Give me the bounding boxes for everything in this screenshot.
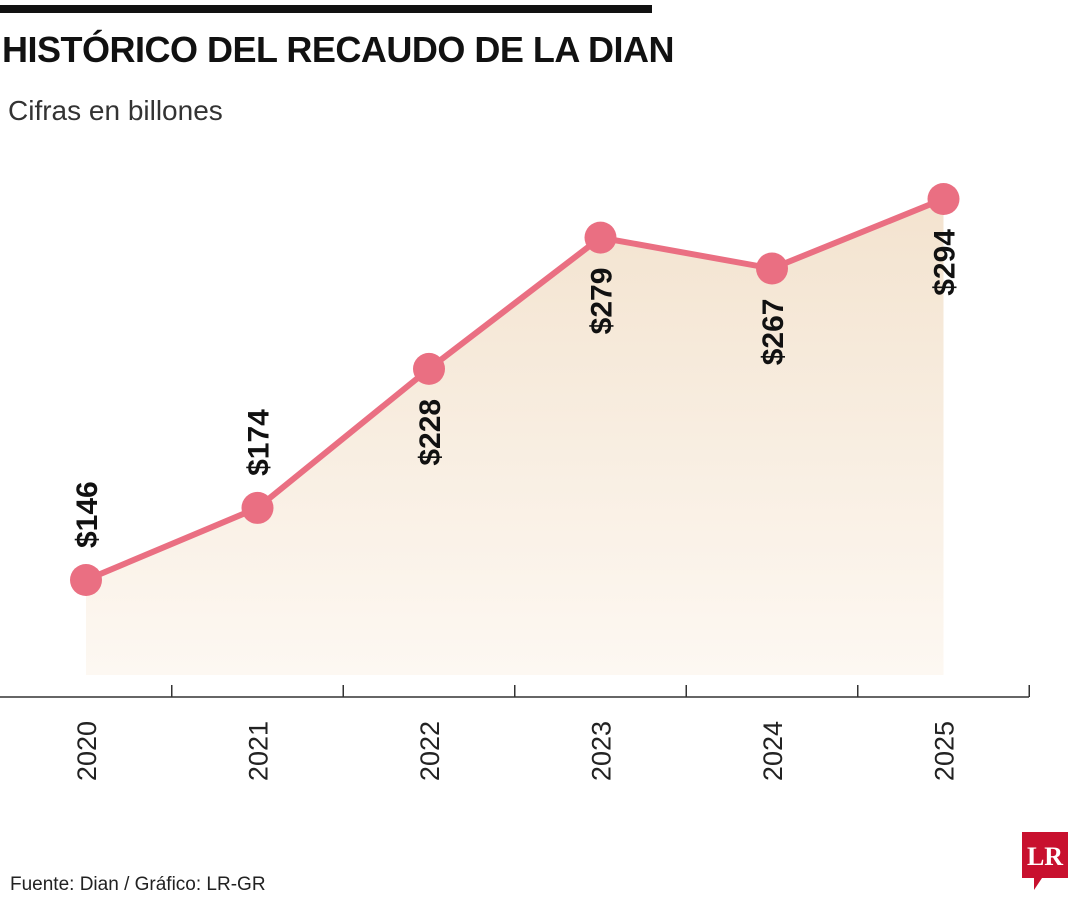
data-point xyxy=(241,491,274,524)
data-point xyxy=(584,221,617,254)
x-tick-label: 2022 xyxy=(415,721,445,781)
x-tick-label: 2024 xyxy=(758,721,788,781)
x-tick-label: 2021 xyxy=(244,721,274,781)
lr-logo-text: LR xyxy=(1027,842,1063,871)
top-rule xyxy=(0,5,652,13)
source-note: Fuente: Dian / Gráfico: LR-GR xyxy=(10,874,266,895)
data-label: $228 xyxy=(414,399,447,466)
chart-title: HISTÓRICO DEL RECAUDO DE LA DIAN xyxy=(2,29,675,70)
data-label: $279 xyxy=(586,268,619,335)
data-label: $294 xyxy=(929,229,962,296)
data-point xyxy=(927,183,960,215)
data-label: $267 xyxy=(757,299,790,366)
chart-subtitle: Cifras en billones xyxy=(8,95,223,126)
data-label: $174 xyxy=(243,409,276,476)
area-fill xyxy=(86,199,944,675)
series-line xyxy=(83,196,947,583)
x-tick-label: 2025 xyxy=(930,721,960,781)
data-point xyxy=(70,564,102,596)
x-tick-label: 2020 xyxy=(72,721,102,781)
data-point xyxy=(756,252,788,285)
lr-logo: LR xyxy=(1022,832,1068,890)
data-point xyxy=(413,352,445,385)
x-tick-label: 2023 xyxy=(587,721,617,781)
data-label: $146 xyxy=(71,481,104,548)
